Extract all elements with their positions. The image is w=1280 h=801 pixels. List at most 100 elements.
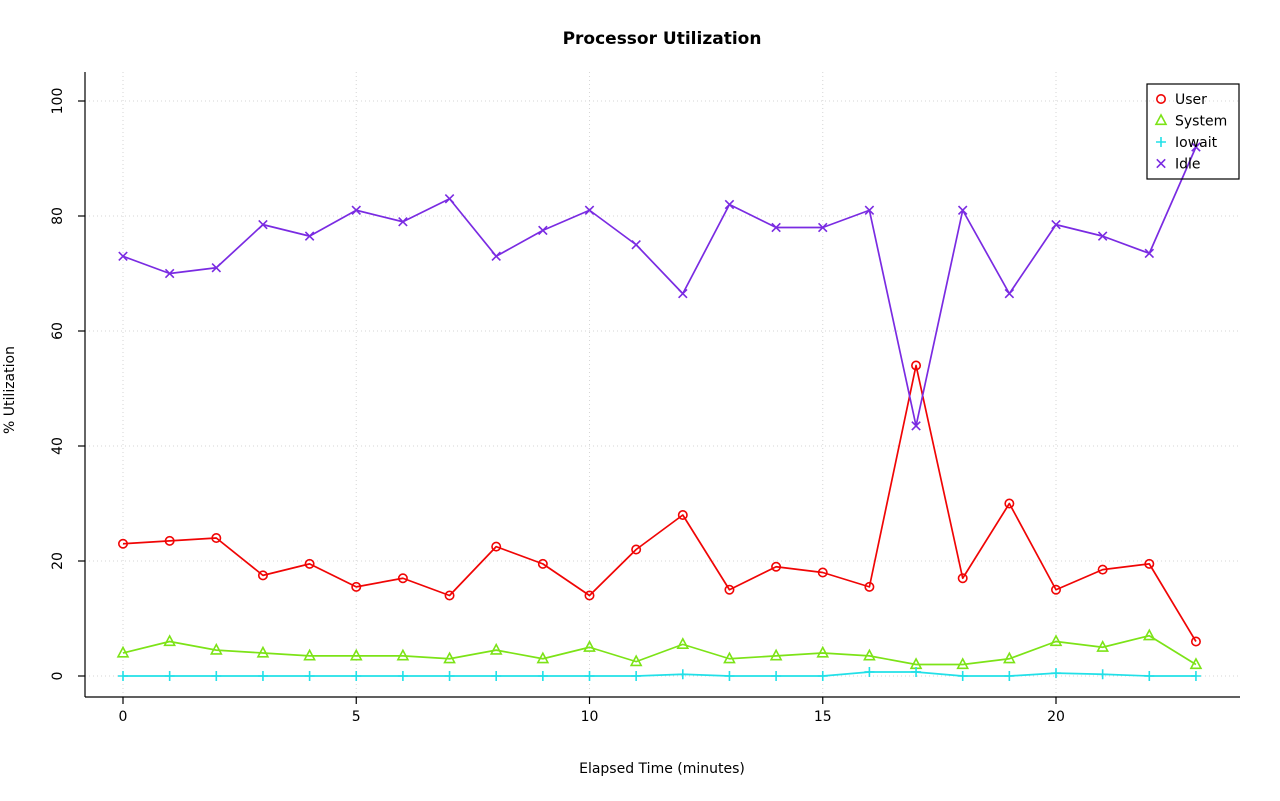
point-triangle	[1049, 634, 1063, 647]
point-circle	[1144, 558, 1155, 569]
point-x	[351, 205, 362, 216]
point-plus	[911, 666, 922, 677]
point-circle	[537, 558, 548, 569]
y-tick-label: 40	[50, 437, 66, 455]
point-triangle	[1154, 113, 1168, 126]
point-x	[304, 231, 315, 241]
grid-layer	[85, 72, 1240, 697]
series-iowait	[118, 666, 1201, 681]
legend-label-system: System	[1175, 114, 1227, 130]
series-line-system	[122, 634, 1197, 666]
point-circle	[911, 360, 922, 371]
point-circle	[677, 509, 688, 520]
point-x	[211, 262, 222, 273]
x-tick-label: 5	[352, 709, 361, 725]
point-x	[911, 421, 921, 431]
point-plus	[118, 671, 128, 681]
point-circle	[164, 535, 175, 546]
point-x	[164, 268, 175, 279]
point-plus	[584, 671, 595, 681]
point-x	[817, 222, 828, 233]
x-tick-label: 15	[814, 709, 832, 725]
point-x	[957, 205, 968, 216]
point-triangle	[723, 651, 736, 664]
x-tick-label: 0	[119, 709, 128, 725]
point-plus	[1051, 668, 1061, 679]
point-plus	[1144, 671, 1155, 681]
point-triangle	[1142, 628, 1156, 641]
point-circle	[1004, 498, 1015, 509]
point-plus	[1004, 671, 1015, 681]
point-x	[1191, 142, 1201, 152]
point-triangle	[396, 648, 410, 661]
point-circle	[118, 538, 129, 549]
point-circle	[304, 558, 315, 569]
series-layer	[116, 142, 1203, 681]
series-user	[118, 360, 1201, 647]
point-plus	[817, 671, 828, 681]
point-circle	[631, 544, 642, 555]
point-plus	[724, 671, 735, 681]
point-plus	[957, 671, 968, 681]
point-plus	[771, 671, 782, 681]
series-line-idle	[122, 146, 1197, 427]
point-triangle	[303, 648, 316, 661]
point-plus	[1190, 671, 1201, 681]
point-circle	[1190, 636, 1201, 647]
legend-label-user: User	[1175, 92, 1207, 108]
y-tick-label: 80	[50, 207, 66, 225]
axes-layer: 0 5 10 15 20 0 20 40 60 80 100	[50, 72, 1240, 725]
point-triangle	[956, 657, 970, 670]
y-axis-label: % Utilization	[2, 346, 18, 434]
point-x	[1097, 231, 1108, 241]
legend: User System Iowait Idle	[1146, 83, 1240, 180]
point-triangle	[256, 645, 270, 658]
point-triangle	[676, 637, 690, 649]
point-x	[584, 205, 595, 216]
point-triangle	[863, 648, 876, 661]
point-plus	[864, 666, 875, 677]
point-x	[678, 288, 688, 299]
point-x	[538, 225, 548, 236]
point-x	[258, 219, 268, 230]
point-plus	[537, 671, 548, 681]
point-circle	[211, 532, 222, 543]
series-line-iowait	[123, 671, 1196, 677]
point-plus	[397, 671, 408, 681]
point-x	[491, 251, 501, 262]
point-plus	[491, 671, 502, 681]
point-circle	[397, 573, 408, 584]
y-tick-label: 100	[50, 88, 66, 115]
series-line-user	[122, 364, 1197, 642]
y-tick-label: 20	[50, 552, 66, 570]
x-tick-label: 20	[1047, 709, 1065, 725]
point-x	[864, 205, 875, 216]
point-triangle	[816, 645, 830, 658]
y-tick-label: 60	[50, 322, 66, 340]
series-system	[116, 628, 1203, 670]
point-triangle	[116, 645, 130, 658]
point-triangle	[163, 634, 176, 647]
point-x	[771, 222, 781, 233]
point-circle	[724, 584, 735, 595]
point-circle	[1097, 564, 1108, 575]
point-circle	[864, 581, 875, 592]
point-circle	[257, 570, 268, 581]
point-circle	[351, 581, 362, 592]
y-tick-label: 0	[50, 672, 66, 681]
point-plus	[1097, 669, 1108, 680]
point-circle	[817, 567, 828, 578]
point-plus	[211, 671, 222, 681]
point-plus	[631, 671, 642, 681]
chart-title: Processor Utilization	[563, 29, 762, 49]
point-circle	[584, 590, 595, 601]
point-triangle	[1003, 651, 1016, 664]
point-triangle	[209, 642, 223, 655]
point-x	[118, 251, 128, 262]
point-x	[398, 216, 408, 227]
point-plus	[1156, 137, 1166, 147]
point-x	[724, 199, 735, 210]
point-x	[631, 239, 641, 250]
point-x	[1004, 288, 1015, 299]
point-triangle	[629, 654, 643, 667]
